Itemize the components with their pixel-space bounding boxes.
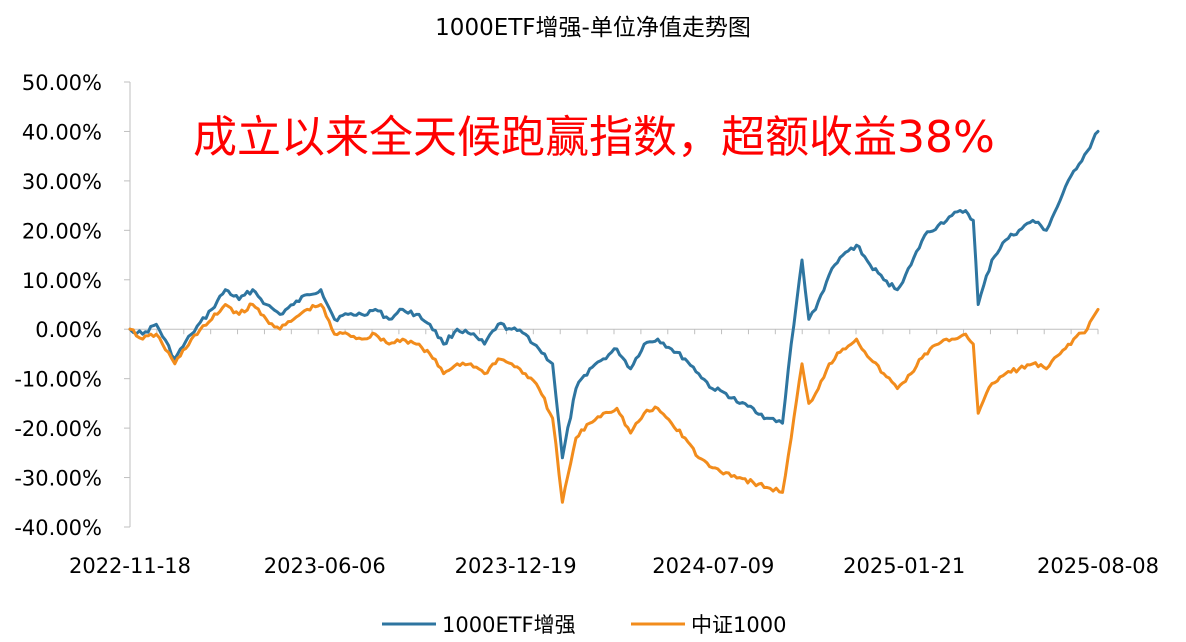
y-tick-label: 40.00%: [22, 120, 102, 144]
series-layer: [128, 129, 1100, 504]
y-tick-label: 30.00%: [22, 170, 102, 194]
y-tick-label: 20.00%: [22, 219, 102, 243]
y-tick-label: -40.00%: [14, 516, 102, 540]
x-tick-label: 2025-08-08: [1037, 554, 1159, 578]
legend-label-index: 中证1000: [691, 613, 786, 637]
x-tick-label: 2022-11-18: [69, 554, 191, 578]
y-tick-label: -30.00%: [14, 467, 102, 491]
x-tick-label: 2025-01-21: [843, 554, 965, 578]
chart-title: 1000ETF增强-单位净值走势图: [435, 15, 751, 41]
series-line-index: [128, 302, 1100, 504]
y-axis: 50.00% 40.00% 30.00% 20.00% 10.00% 0.00% -10.0…: [14, 71, 131, 540]
legend-label-etf: 1000ETF增强: [442, 613, 576, 637]
legend: 1000ETF增强 中证1000: [382, 613, 786, 637]
y-tick-label: 50.00%: [22, 71, 102, 95]
x-axis: 2022-11-18 2023-06-06 2023-12-19 2024-07-09…: [69, 328, 1159, 578]
x-tick-label: 2024-07-09: [652, 554, 774, 578]
x-tick-label: 2023-06-06: [264, 554, 386, 578]
y-tick-label: 0.00%: [35, 318, 102, 342]
y-tick-label: -20.00%: [14, 417, 102, 441]
y-tick-label: -10.00%: [14, 368, 102, 392]
annotation-text: 成立以来全天候跑赢指数，超额收益38%: [193, 112, 995, 163]
x-tick-label: 2023-12-19: [455, 554, 577, 578]
y-tick-label: 10.00%: [22, 269, 102, 293]
series-line-etf: [128, 129, 1100, 460]
